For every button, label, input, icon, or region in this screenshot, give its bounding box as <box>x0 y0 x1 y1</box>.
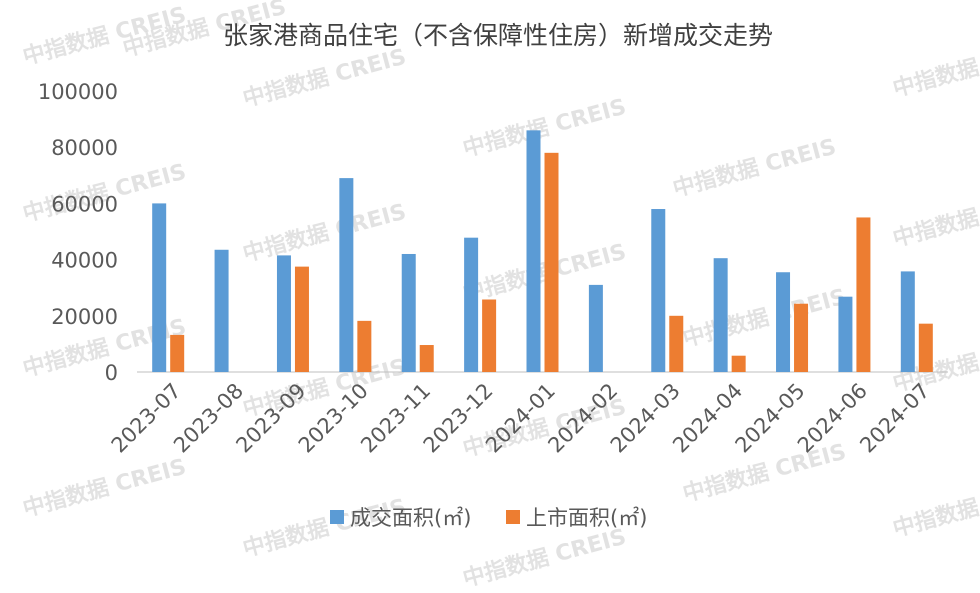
bar-transaction-area <box>651 209 666 372</box>
bar-listed-area <box>794 303 809 372</box>
bar-listed-area <box>482 299 497 372</box>
bar-transaction-area <box>464 237 479 372</box>
bar-transaction-area <box>526 130 541 372</box>
bar-transaction-area <box>276 255 291 372</box>
bar-transaction-area <box>339 178 354 372</box>
bar-transaction-area <box>900 271 915 372</box>
y-tick-label: 60000 <box>51 192 118 216</box>
y-tick-label: 80000 <box>51 136 118 160</box>
y-tick-label: 40000 <box>51 249 118 273</box>
bar-listed-area <box>918 323 933 372</box>
bar-transaction-area <box>776 272 791 372</box>
y-tick-label: 100000 <box>38 80 118 104</box>
bar-transaction-area <box>713 258 728 372</box>
legend-label: 成交面积(㎡) <box>350 506 471 530</box>
bar-listed-area <box>170 334 185 372</box>
legend-label: 上市面积(㎡) <box>526 506 647 530</box>
legend-swatch <box>330 510 344 524</box>
bar-transaction-area <box>401 253 416 372</box>
bar-transaction-area <box>152 203 167 372</box>
bar-transaction-area <box>214 249 229 372</box>
bar-listed-area <box>294 266 309 372</box>
bar-listed-area <box>731 355 746 372</box>
bar-listed-area <box>419 345 434 372</box>
legend-swatch <box>506 510 520 524</box>
chart: 张家港商品住宅（不含保障性住房）新增成交走势 0 20000 40000 60000 8… <box>38 21 948 530</box>
bar-listed-area <box>856 217 871 372</box>
y-tick-label: 0 <box>105 361 118 385</box>
legend: 成交面积(㎡) 上市面积(㎡) <box>330 506 647 530</box>
bar-transaction-area <box>838 296 853 372</box>
y-axis-ticks: 0 20000 40000 60000 80000 100000 <box>38 80 118 385</box>
chart-title: 张家港商品住宅（不含保障性住房）新增成交走势 <box>223 21 773 50</box>
bar-listed-area <box>669 315 684 372</box>
bar-transaction-area <box>588 284 603 372</box>
x-tick-label: 2024-07 <box>855 379 934 458</box>
bar-listed-area <box>357 320 372 372</box>
y-tick-label: 20000 <box>51 305 118 329</box>
bars <box>152 130 933 372</box>
bar-listed-area <box>544 152 559 372</box>
x-axis-ticks: 2023-072023-082023-092023-102023-112023-… <box>107 379 935 458</box>
